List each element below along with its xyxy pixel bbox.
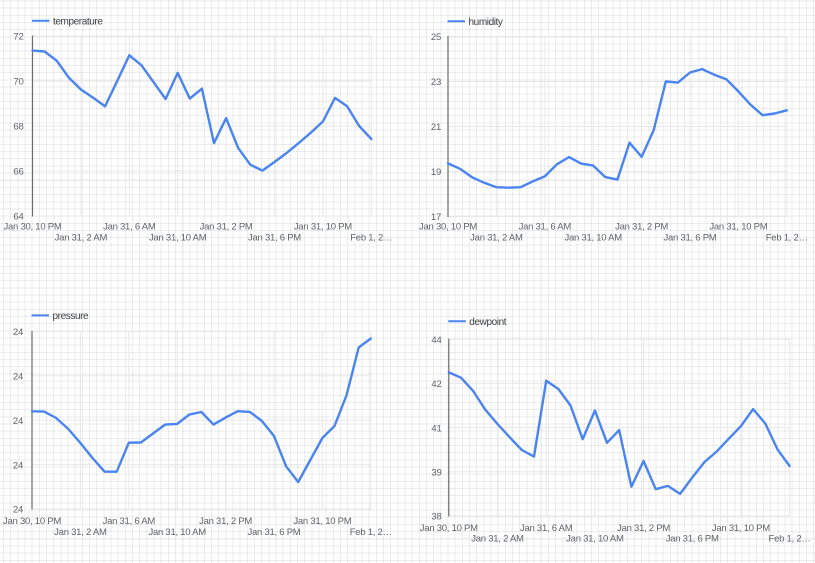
svg-text:21: 21 <box>431 122 441 133</box>
svg-text:24: 24 <box>13 460 23 471</box>
svg-text:Jan 31, 6 PM: Jan 31, 6 PM <box>666 534 719 545</box>
svg-text:temperature: temperature <box>53 17 103 28</box>
svg-text:38: 38 <box>431 512 441 523</box>
svg-text:Jan 30, 10 PM: Jan 30, 10 PM <box>3 221 61 232</box>
svg-text:Jan 31, 2 PM: Jan 31, 2 PM <box>199 516 252 527</box>
svg-text:humidity: humidity <box>469 17 503 28</box>
svg-text:Jan 31, 6 AM: Jan 31, 6 AM <box>103 221 156 232</box>
svg-text:24: 24 <box>13 416 23 427</box>
svg-text:Jan 30, 10 PM: Jan 30, 10 PM <box>419 221 477 232</box>
svg-text:41: 41 <box>431 423 441 434</box>
svg-text:Jan 31, 6 PM: Jan 31, 6 PM <box>664 232 717 243</box>
svg-text:Jan 30, 10 PM: Jan 30, 10 PM <box>420 523 478 534</box>
svg-text:25: 25 <box>431 32 441 43</box>
svg-text:Jan 31, 6 AM: Jan 31, 6 AM <box>520 523 573 534</box>
svg-text:68: 68 <box>13 122 23 133</box>
svg-text:Jan 31, 6 AM: Jan 31, 6 AM <box>519 221 572 232</box>
svg-text:Jan 31, 2 AM: Jan 31, 2 AM <box>471 534 524 545</box>
svg-text:19: 19 <box>431 167 441 178</box>
svg-text:pressure: pressure <box>53 311 90 322</box>
svg-text:17: 17 <box>431 212 441 223</box>
svg-text:Jan 31, 2 PM: Jan 31, 2 PM <box>615 221 668 232</box>
svg-text:Jan 31, 2 AM: Jan 31, 2 AM <box>470 232 523 243</box>
svg-text:Jan 31, 2 AM: Jan 31, 2 AM <box>55 232 108 243</box>
svg-text:24: 24 <box>13 327 23 338</box>
svg-text:Feb 1, 2…: Feb 1, 2… <box>766 232 808 243</box>
svg-text:Jan 31, 10 AM: Jan 31, 10 AM <box>564 232 622 243</box>
svg-text:Jan 31, 10 PM: Jan 31, 10 PM <box>709 221 767 232</box>
svg-text:Jan 31, 2 AM: Jan 31, 2 AM <box>54 527 107 538</box>
svg-text:Jan 31, 2 PM: Jan 31, 2 PM <box>617 523 670 534</box>
svg-text:Feb 1, 2…: Feb 1, 2… <box>350 527 392 538</box>
svg-text:44: 44 <box>431 335 441 346</box>
svg-text:Jan 31, 10 AM: Jan 31, 10 AM <box>148 527 206 538</box>
svg-text:Jan 31, 10 PM: Jan 31, 10 PM <box>294 221 352 232</box>
svg-text:39: 39 <box>431 467 441 478</box>
svg-text:66: 66 <box>13 167 23 178</box>
svg-text:Jan 31, 10 AM: Jan 31, 10 AM <box>566 534 624 545</box>
svg-text:72: 72 <box>13 32 23 43</box>
svg-text:Jan 31, 10 PM: Jan 31, 10 PM <box>293 516 351 527</box>
svg-text:Jan 30, 10 PM: Jan 30, 10 PM <box>3 516 61 527</box>
svg-text:70: 70 <box>13 77 23 88</box>
svg-text:Jan 31, 2 PM: Jan 31, 2 PM <box>200 221 253 232</box>
svg-text:24: 24 <box>13 372 23 383</box>
svg-text:23: 23 <box>431 77 441 88</box>
svg-text:Feb 1, 2…: Feb 1, 2… <box>769 534 811 545</box>
svg-text:Feb 1, 2…: Feb 1, 2… <box>350 232 392 243</box>
svg-text:Jan 31, 6 AM: Jan 31, 6 AM <box>103 516 156 527</box>
svg-text:Jan 31, 10 PM: Jan 31, 10 PM <box>712 523 770 534</box>
svg-text:Jan 31, 10 AM: Jan 31, 10 AM <box>149 232 207 243</box>
svg-text:24: 24 <box>13 505 23 516</box>
svg-text:Jan 31, 6 PM: Jan 31, 6 PM <box>248 527 301 538</box>
svg-text:64: 64 <box>13 212 23 223</box>
svg-text:dewpoint: dewpoint <box>469 317 506 328</box>
svg-text:42: 42 <box>431 379 441 390</box>
svg-text:Jan 31, 6 PM: Jan 31, 6 PM <box>248 232 301 243</box>
